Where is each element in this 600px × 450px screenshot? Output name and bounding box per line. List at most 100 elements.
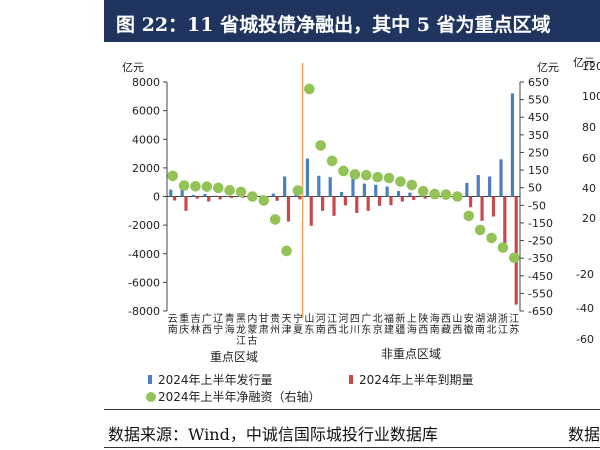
right-tick-label: 50 [528, 182, 542, 195]
category-label: 湖北 [487, 313, 497, 336]
maturity-bar [184, 196, 188, 211]
category-label: 内蒙古 [247, 312, 257, 347]
maturity-bar [423, 196, 427, 199]
issue-bar [374, 184, 378, 197]
maturity-bar [241, 196, 245, 198]
issue-bar [317, 175, 321, 197]
issue-bar [362, 183, 366, 197]
maturity-bar [355, 196, 359, 213]
right-tick-label: 450 [528, 111, 549, 124]
left-tick-label: 0 [153, 191, 160, 204]
issue-bar [305, 158, 310, 197]
title-bar: 图 22：11 省城投债净融出，其中 5 省为重点区域 [104, 0, 600, 42]
issue-bar [465, 182, 469, 197]
category-label: 上海 [407, 313, 417, 336]
net-financing-point [406, 179, 418, 191]
right-tick-label: 250 [528, 146, 549, 159]
net-financing-point [349, 169, 361, 180]
category-label: 甘肃 [259, 312, 269, 336]
net-financing-point [326, 155, 338, 167]
maturity-bar [377, 196, 382, 206]
net-financing-point [258, 195, 270, 206]
left-tick-label: -2000 [128, 219, 160, 232]
category-label: 河北 [339, 313, 349, 336]
net-financing-point [190, 180, 201, 192]
net-financing-point [429, 188, 440, 200]
maturity-bar [275, 196, 279, 201]
category-label: 黑龙江 [236, 313, 246, 347]
issue-bar [351, 178, 355, 197]
net-financing-point [224, 185, 235, 196]
maturity-bar [400, 196, 404, 202]
net-financing-point [235, 186, 247, 198]
legend-label: 2024年上半年到期量 [359, 373, 474, 387]
legend-swatch [349, 375, 353, 384]
category-label: 辽宁 [213, 313, 223, 336]
net-financing-point [452, 191, 463, 202]
issue-bar [180, 186, 184, 197]
left-tick-label: 6000 [132, 105, 160, 118]
maturity-bar [503, 196, 507, 244]
maturity-bar [343, 196, 347, 206]
issue-bar [214, 195, 218, 197]
net-financing-point [304, 83, 315, 95]
issue-bar [499, 159, 503, 197]
category-label: 云南 [168, 314, 178, 336]
maturity-bar [229, 196, 234, 198]
chart: 亿元 亿元 -8000 -6000 -4000 -2000 0 2000 4000 6000 800… [122, 61, 559, 404]
issue-bar [271, 193, 275, 197]
net-financing-point [269, 214, 281, 225]
category-label: 宁夏 [293, 312, 303, 336]
net-financing-point [315, 140, 327, 151]
maturity-bar [412, 196, 416, 201]
category-label: 西藏 [441, 314, 451, 336]
issue-bar [203, 193, 207, 197]
left-tick-label: 8000 [132, 76, 160, 89]
net-financing-point [497, 242, 509, 253]
right-unit-label: 亿元 [537, 61, 559, 74]
net-financing-point [178, 180, 190, 191]
side-tick-label: 80 [582, 121, 596, 134]
issue-bar [408, 192, 412, 197]
issue-bar [396, 191, 401, 197]
net-financing-point [417, 185, 429, 197]
issue-bar [476, 175, 480, 197]
issue-bar [328, 177, 332, 197]
category-label: 河南 [316, 313, 326, 336]
right-tick-label: 150 [528, 164, 549, 177]
net-financing-point [440, 189, 452, 200]
category-label: 江苏 [509, 313, 519, 336]
issue-bar [169, 189, 173, 197]
maturity-bar [366, 196, 370, 211]
net-financing-point [201, 181, 213, 192]
category-label: 陕西 [418, 312, 428, 336]
source-note: 数据来源：Wind，中诚信国际城投行业数据库 [108, 425, 438, 444]
net-financing-point [338, 165, 349, 177]
net-financing-point [167, 170, 178, 182]
legend-label: 2024年上半年净融资（右轴） [158, 389, 321, 404]
side-tick-label: -60 [576, 333, 594, 346]
side-tick-label: 120 [582, 60, 600, 73]
category-label: 江西 [327, 313, 337, 336]
maturity-bar [286, 196, 291, 222]
left-tick-label: -4000 [128, 248, 160, 261]
maturity-bar [332, 196, 336, 216]
source-note-cut: 数据 [568, 425, 600, 444]
side-tick-label: -20 [576, 268, 594, 281]
right-tick-label: -650 [528, 305, 553, 318]
issue-bar [191, 195, 196, 197]
maturity-bar [480, 196, 484, 221]
issue-bar [488, 176, 492, 197]
maturity-bar [321, 196, 325, 211]
maturity-bar [389, 196, 393, 206]
maturity-bar [172, 196, 177, 201]
category-label: 安徽 [464, 312, 474, 336]
category-label: 重庆 [179, 312, 189, 336]
net-financing-point [395, 176, 406, 187]
issue-bar [340, 191, 344, 197]
net-financing-point [486, 232, 497, 244]
category-label: 北京 [373, 313, 383, 336]
category-label: 贵州 [270, 312, 280, 336]
category-label: 山东 [304, 313, 314, 336]
net-financing-point [212, 182, 224, 194]
